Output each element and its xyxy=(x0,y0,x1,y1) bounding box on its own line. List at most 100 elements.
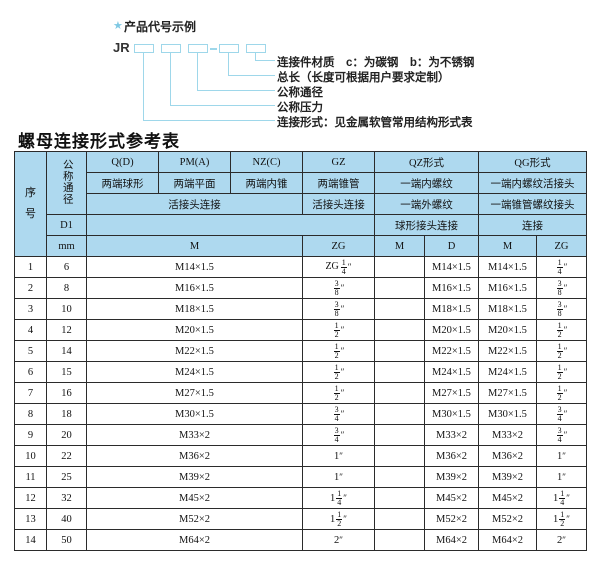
cell-qz-m xyxy=(374,277,425,299)
cell-qg-zg: 1 2 ″ xyxy=(535,340,588,362)
cell-seq: 12 xyxy=(14,487,47,509)
cell-seq: 7 xyxy=(14,382,47,404)
cell-qz-m xyxy=(374,508,425,530)
cell-nominal-diameter: 15 xyxy=(46,361,87,383)
cell-qz-d: M18×1.5 xyxy=(424,298,479,320)
header-seq-line2: 号 xyxy=(25,208,36,220)
code-box-1 xyxy=(134,44,154,53)
leader-line-1-vertical xyxy=(255,53,257,61)
cell-zg-gz: 1 2 ″ xyxy=(302,340,375,362)
cell-qz-d: M20×1.5 xyxy=(424,319,479,341)
cell-zg-gz: ZG 1 4 ″ xyxy=(302,256,375,278)
cell-thread-m: M30×1.5 xyxy=(86,403,303,425)
table-row: 14 50 M64×2 2″ M64×2 M64×2 2″ xyxy=(14,529,588,551)
cell-thread-m: M24×1.5 xyxy=(86,361,303,383)
cell-qg-m: M16×1.5 xyxy=(478,277,537,299)
leader-line-3-horizontal xyxy=(197,90,275,92)
cell-qz-d: M52×2 xyxy=(424,508,479,530)
cell-qg-m: M24×1.5 xyxy=(478,361,537,383)
cell-seq: 4 xyxy=(14,319,47,341)
cell-seq: 5 xyxy=(14,340,47,362)
code-label-1: 连接件材质 c：为碳钢 b：为不锈钢 xyxy=(277,57,475,69)
cell-nominal-diameter: 32 xyxy=(46,487,87,509)
cell-qz-m xyxy=(374,487,425,509)
header-conn-qg: 一端锥管螺纹接头 xyxy=(477,193,588,215)
cell-qg-zg: 2″ xyxy=(535,529,588,551)
cell-qz-d: M14×1.5 xyxy=(424,256,479,278)
cell-qg-m: M64×2 xyxy=(478,529,537,551)
header-unit-m-qz: M xyxy=(374,235,425,257)
code-label-5: 连接形式：见金属软管常用结构形式表 xyxy=(277,117,473,129)
cell-qz-m xyxy=(374,256,425,278)
cell-qg-m: M27×1.5 xyxy=(478,382,537,404)
cell-seq: 6 xyxy=(14,361,47,383)
cell-qg-zg: 3 4 ″ xyxy=(535,403,588,425)
header-desc-qz: 一端内螺纹 xyxy=(374,172,479,194)
header-group-qd: Q(D) xyxy=(86,151,159,173)
table-row: 8 18 M30×1.5 3 4 ″ M30×1.5 M30×1.5 3 4 ″ xyxy=(14,403,588,425)
cell-qz-d: M33×2 xyxy=(424,424,479,446)
cell-qg-zg: 1 4 ″ xyxy=(535,256,588,278)
cell-qg-zg: 1 2 ″ xyxy=(535,361,588,383)
cell-qg-zg: 1 2 ″ xyxy=(535,319,588,341)
cell-seq: 2 xyxy=(14,277,47,299)
cell-qz-m xyxy=(374,382,425,404)
cell-nominal-diameter: 12 xyxy=(46,319,87,341)
cell-thread-m: M22×1.5 xyxy=(86,340,303,362)
product-code-diagram: ★ 产品代号示例 JR 连接件材质 c：为碳钢 b：为不锈钢 总长（长度可根据用… xyxy=(0,0,600,129)
cell-qz-m xyxy=(374,466,425,488)
cell-qz-d: M27×1.5 xyxy=(424,382,479,404)
header-seq-line1: 序 xyxy=(25,187,36,200)
cell-nominal-diameter: 25 xyxy=(46,466,87,488)
cell-nominal-diameter: 18 xyxy=(46,403,87,425)
cell-qz-d: M16×1.5 xyxy=(424,277,479,299)
cell-qg-zg: 3 8 ″ xyxy=(535,277,588,299)
cell-zg-gz: 1″ xyxy=(302,466,375,488)
table-header: 序 号 公称通径 Q(D) PM(A) NZ(C) GZ QZ形式 QG形式 两… xyxy=(14,151,588,257)
cell-thread-m: M18×1.5 xyxy=(86,298,303,320)
cell-nominal-diameter: 10 xyxy=(46,298,87,320)
cell-thread-m: M27×1.5 xyxy=(86,382,303,404)
header-row-desc: 两端球形 两端平面 两端内锥 两端锥管 一端内螺纹 一端内螺纹活接头 xyxy=(15,172,588,194)
code-label-3: 公称通径 xyxy=(277,87,323,99)
header-unit-zg-gz: ZG xyxy=(302,235,375,257)
cell-thread-m: M45×2 xyxy=(86,487,303,509)
cell-thread-m: M14×1.5 xyxy=(86,256,303,278)
cell-qg-m: M33×2 xyxy=(478,424,537,446)
cell-qz-m xyxy=(374,340,425,362)
cell-qg-m: M45×2 xyxy=(478,487,537,509)
cell-qg-m: M39×2 xyxy=(478,466,537,488)
page-title: 螺母连接形式参考表 xyxy=(18,132,180,151)
cell-seq: 3 xyxy=(14,298,47,320)
cell-zg-gz: 3 4 ″ xyxy=(302,424,375,446)
cell-qg-zg: 1″ xyxy=(535,466,588,488)
leader-line-5-horizontal xyxy=(143,120,275,122)
leader-line-2-vertical xyxy=(228,53,230,76)
header-desc-gz: 两端锥管 xyxy=(302,172,375,194)
code-dash xyxy=(210,48,217,50)
cell-thread-m: M52×2 xyxy=(86,508,303,530)
cell-qz-d: M24×1.5 xyxy=(424,361,479,383)
nut-connection-spec-table: 序 号 公称通径 Q(D) PM(A) NZ(C) GZ QZ形式 QG形式 两… xyxy=(14,151,588,551)
table-row: 6 15 M24×1.5 1 2 ″ M24×1.5 M24×1.5 1 2 ″ xyxy=(14,361,588,383)
header-desc-nzc: 两端内锥 xyxy=(230,172,303,194)
cell-thread-m: M33×2 xyxy=(86,424,303,446)
cell-qg-m: M22×1.5 xyxy=(478,340,537,362)
code-diagram-heading: 产品代号示例 xyxy=(124,20,197,34)
cell-qg-m: M18×1.5 xyxy=(478,298,537,320)
header-connect: 连接 xyxy=(477,214,588,236)
code-prefix-jr: JR xyxy=(113,40,130,55)
table-row: 3 10 M18×1.5 3 8 ″ M18×1.5 M18×1.5 3 8 ″ xyxy=(14,298,588,320)
cell-thread-m: M39×2 xyxy=(86,466,303,488)
header-group-qg: QG形式 xyxy=(477,151,588,173)
cell-zg-gz: 1 2 ″ xyxy=(302,361,375,383)
leader-line-5-vertical xyxy=(143,53,145,121)
cell-thread-m: M36×2 xyxy=(86,445,303,467)
cell-nominal-diameter: 40 xyxy=(46,508,87,530)
cell-qz-m xyxy=(374,424,425,446)
cell-qz-d: M30×1.5 xyxy=(424,403,479,425)
cell-qg-zg: 1 2 ″ xyxy=(535,382,588,404)
cell-nominal-diameter: 6 xyxy=(46,256,87,278)
cell-seq: 8 xyxy=(14,403,47,425)
header-d1: D1 xyxy=(46,214,87,236)
